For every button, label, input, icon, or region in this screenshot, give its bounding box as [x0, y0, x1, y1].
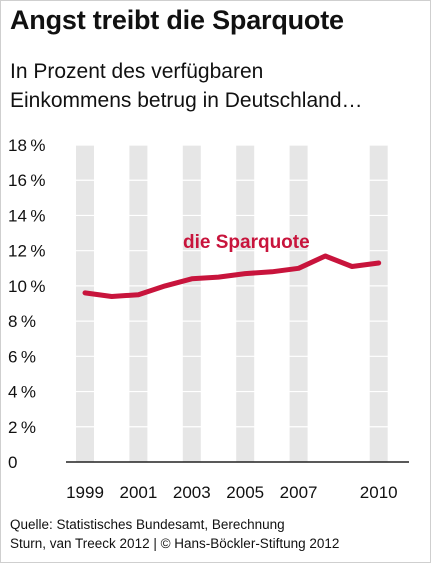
source-line-1: Quelle: Statistisches Bundesamt, Berechn…: [10, 517, 285, 532]
y-tick-label: 14 %: [8, 206, 45, 225]
series-line-sparquote: [82, 253, 382, 299]
year-band-2003: [182, 145, 201, 462]
year-band-2005: [236, 145, 255, 462]
y-tick-label: 2 %: [8, 418, 36, 437]
series-label: die Sparquote: [183, 232, 310, 253]
x-tick-label: 2001: [119, 483, 157, 502]
x-axis-ticks: 1999 2001 2003 2005 2007 2010: [66, 483, 398, 502]
subtitle-line-1: In Prozent des verfügbaren: [10, 60, 264, 83]
chart-subtitle: In Prozent des verfügbaren Einkommens be…: [10, 57, 425, 115]
source-line-2: Sturn, van Treeck 2012 | © Hans-Böckler-…: [10, 536, 340, 551]
y-tick-label: 4 %: [8, 383, 36, 402]
y-tick-label: 16 %: [8, 171, 45, 190]
year-band-2007: [289, 145, 308, 462]
gridlines: [66, 144, 409, 463]
year-band-2010: [369, 145, 388, 462]
x-tick-label: 2005: [226, 483, 264, 502]
y-tick-label: 10 %: [8, 277, 45, 296]
y-axis-ticks: 0 2 % 4 % 6 % 8 % 10 % 12 % 14 % 16 % 18 %: [8, 136, 45, 472]
year-band-1999: [76, 145, 94, 462]
year-bands: [76, 145, 388, 462]
y-tick-label: 8 %: [8, 312, 36, 331]
y-tick-label: 12 %: [8, 242, 45, 261]
source-note: Quelle: Statistisches Bundesamt, Berechn…: [10, 515, 339, 553]
x-tick-label: 2010: [360, 483, 398, 502]
chart-title: Angst treibt die Sparquote: [10, 5, 344, 35]
subtitle-line-2: Einkommens betrug in Deutschland…: [10, 89, 363, 112]
x-tick-label: 2003: [173, 483, 211, 502]
x-tick-label: 1999: [66, 483, 104, 502]
y-tick-label: 18 %: [8, 136, 45, 155]
year-band-2001: [129, 145, 148, 462]
y-tick-label: 6 %: [8, 347, 36, 366]
y-tick-label: 0: [8, 453, 17, 472]
x-tick-label: 2007: [280, 483, 318, 502]
